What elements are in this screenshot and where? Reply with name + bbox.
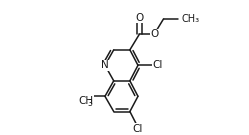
Text: Cl: Cl [152,60,163,70]
Text: N: N [101,60,109,70]
Text: CH₃: CH₃ [181,14,199,24]
Text: Cl: Cl [132,124,142,134]
Text: O: O [135,13,143,23]
Text: 3: 3 [88,99,93,108]
Text: O: O [150,29,159,39]
Text: CH: CH [78,96,94,106]
